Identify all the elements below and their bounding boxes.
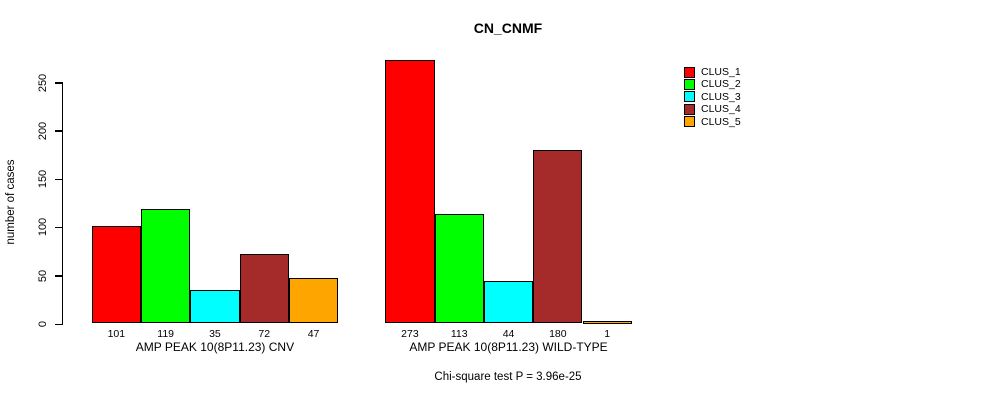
legend-label: CLUS_2 [701, 78, 741, 91]
y-axis-tick [54, 130, 62, 132]
y-axis-tick-label: 200 [37, 121, 49, 140]
legend-label: CLUS_5 [701, 115, 741, 128]
bar-value-label: 47 [307, 327, 320, 340]
legend-swatch [684, 91, 695, 103]
bar-value-label: 180 [549, 327, 567, 340]
bar-clus_1-group2 [385, 59, 435, 324]
y-axis-label: number of cases [5, 159, 17, 245]
bar-clus_2-group2 [434, 214, 484, 324]
legend-swatch [684, 66, 695, 78]
y-axis-line [61, 82, 63, 325]
bar-clus_5-group2 [582, 321, 632, 324]
legend-swatch [684, 116, 695, 128]
legend-item-clus_3: CLUS_3 [684, 91, 741, 103]
legend-item-clus_5: CLUS_5 [684, 116, 741, 128]
x-axis-group-label-2: AMP PEAK 10(8P11.23) WILD-TYPE [409, 340, 608, 354]
y-axis-tick [54, 226, 62, 229]
bar-clus_1-group1 [91, 225, 141, 324]
bar-value-label: 44 [502, 327, 515, 340]
bar-clus_3-group1 [190, 289, 240, 324]
bar-clus_2-group1 [141, 208, 191, 324]
legend-item-clus_4: CLUS_4 [684, 103, 741, 115]
y-axis-tick-label: 0 [37, 320, 49, 328]
bar-value-label: 35 [209, 327, 221, 340]
chi-square-annotation: Chi-square test P = 3.96e-25 [434, 371, 582, 383]
legend-item-clus_1: CLUS_1 [684, 66, 741, 78]
legend-swatch [684, 78, 695, 90]
y-axis-tick-label: 50 [37, 269, 49, 282]
bar-clus_4-group1 [239, 253, 289, 324]
legend-label: CLUS_1 [701, 66, 741, 78]
y-axis-tick-label: 100 [37, 218, 49, 237]
bar-value-label: 113 [450, 327, 468, 340]
y-axis-tick [54, 82, 62, 84]
y-axis-tick-label: 150 [37, 169, 49, 189]
y-axis-tick [54, 178, 62, 181]
bar-value-label: 119 [157, 327, 175, 340]
legend-swatch [684, 103, 695, 115]
bar-value-label: 72 [258, 327, 271, 340]
bar-clus_5-group1 [288, 278, 339, 324]
bar-value-label: 273 [401, 327, 419, 340]
legend-item-clus_2: CLUS_2 [684, 78, 741, 90]
y-axis-tick [54, 275, 62, 277]
bar-value-label: 1 [604, 327, 611, 340]
bar-clus_4-group2 [533, 149, 583, 324]
chart-title: CN_CNMF [473, 20, 543, 36]
bar-clus_3-group2 [483, 280, 534, 324]
legend-label: CLUS_4 [701, 103, 741, 116]
legend-label: CLUS_3 [701, 90, 741, 103]
y-axis-tick [54, 323, 62, 325]
bar-value-label: 101 [107, 327, 126, 340]
y-axis-tick-label: 250 [37, 73, 49, 92]
x-axis-group-label-1: AMP PEAK 10(8P11.23) CNV [135, 340, 295, 354]
